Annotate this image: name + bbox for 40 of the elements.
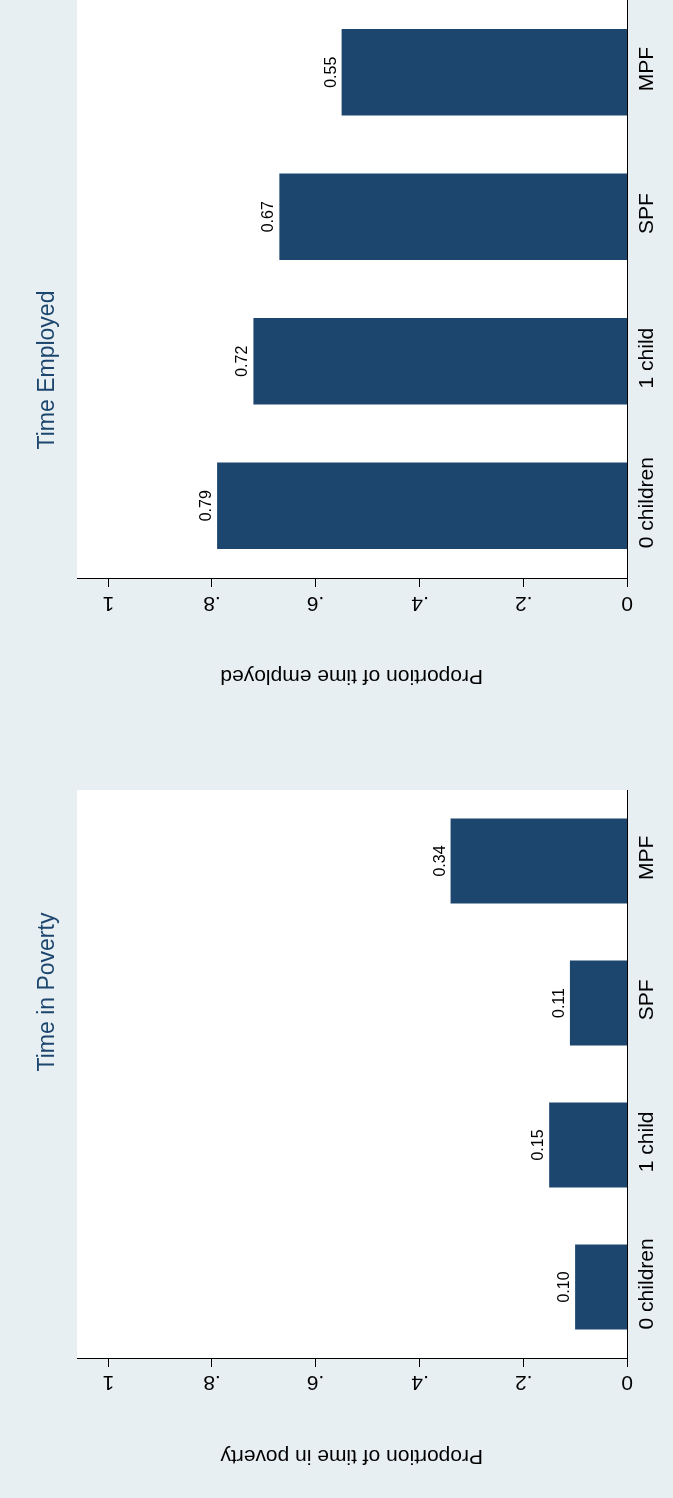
x-tick-label: .8 <box>203 593 221 616</box>
y-tick-label: 1 child <box>634 327 658 389</box>
x-tick-label: .2 <box>514 1372 533 1395</box>
bar <box>279 173 627 261</box>
data-label: 0.10 <box>555 1271 573 1303</box>
bar <box>450 818 627 904</box>
y-tick-label: SPF <box>634 193 658 235</box>
bar <box>341 28 627 116</box>
y-tick-label: MPF <box>634 835 658 881</box>
data-label: 0.55 <box>321 56 339 88</box>
x-tick-label: .6 <box>306 1372 325 1395</box>
bar <box>217 462 627 550</box>
y-tick-label: 1 child <box>634 1111 658 1173</box>
data-label: 0.79 <box>197 490 215 522</box>
x-tick-label: 1 <box>102 1372 115 1395</box>
x-tick-label: .4 <box>411 593 429 616</box>
x-tick-label: .4 <box>411 1372 429 1395</box>
x-axis-title: Proportion of time employed <box>220 666 483 689</box>
data-label: 0.11 <box>549 987 567 1019</box>
y-tick-label: 0 children <box>634 1238 658 1330</box>
bar <box>549 1102 627 1188</box>
data-label: 0.72 <box>233 345 251 377</box>
data-label: 0.67 <box>259 201 277 233</box>
bar <box>569 960 627 1046</box>
x-tick-label: 0 <box>621 1372 633 1395</box>
x-tick-label: 0 <box>621 593 633 616</box>
y-tick-label: SPF <box>634 979 658 1021</box>
x-tick-label: 1 <box>102 593 115 616</box>
data-label: 0.34 <box>430 845 448 877</box>
x-tick-label: .8 <box>203 1372 221 1395</box>
text: Time Employed <box>32 290 59 450</box>
bar <box>575 1244 627 1330</box>
bar <box>253 317 627 405</box>
text: Time in Poverty <box>32 912 59 1072</box>
y-tick-label: 0 children <box>634 457 658 549</box>
x-tick-label: .2 <box>514 593 533 616</box>
x-tick-label: .6 <box>306 593 325 616</box>
y-tick-label: MPF <box>634 46 658 92</box>
data-label: 0.15 <box>529 1129 547 1161</box>
x-axis-title: Proportion of time in poverty <box>219 1446 483 1469</box>
